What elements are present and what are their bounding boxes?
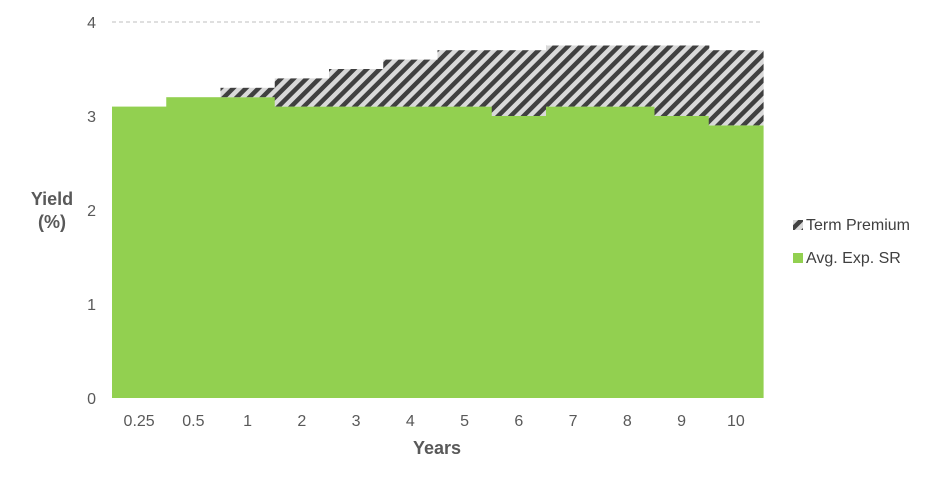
area-segment-term-premium (600, 45, 656, 107)
area-segment-avg-exp-sr (274, 106, 330, 398)
area-segment-term-premium (546, 45, 601, 107)
area-segment-avg-exp-sr (546, 106, 601, 398)
y-tick-label: 3 (87, 109, 96, 126)
x-tick-label: 0.25 (124, 413, 155, 430)
legend-label-term-premium: Term Premium (806, 217, 910, 234)
x-tick-label: 2 (297, 413, 306, 430)
y-axis-title-line-1: Yield (31, 189, 73, 209)
y-axis-ticks: 0 1 2 3 4 (87, 15, 96, 408)
legend-swatch-term-premium (793, 220, 803, 230)
y-tick-label: 4 (87, 15, 96, 32)
area-segment-term-premium (654, 45, 710, 116)
area-segment-avg-exp-sr (329, 106, 384, 398)
area-segment-avg-exp-sr (491, 116, 547, 398)
x-tick-label: 7 (569, 413, 578, 430)
x-tick-label: 3 (352, 413, 361, 430)
area-segment-term-premium (708, 50, 764, 126)
area-segment-avg-exp-sr (383, 106, 439, 398)
x-tick-label: 4 (406, 413, 415, 430)
area-segment-term-premium (491, 50, 547, 117)
plot-area (112, 45, 764, 399)
area-segment-avg-exp-sr (600, 106, 656, 398)
x-tick-label: 10 (727, 413, 745, 430)
area-segment-term-premium (274, 78, 330, 107)
area-segment-avg-exp-sr (437, 106, 493, 398)
area-segment-term-premium (329, 69, 384, 107)
legend: Term Premium Avg. Exp. SR (793, 217, 910, 267)
x-tick-label: 0.5 (182, 413, 204, 430)
x-tick-label: 1 (243, 413, 252, 430)
y-tick-label: 0 (87, 391, 96, 408)
y-axis-title-line-2: (%) (38, 212, 66, 232)
area-segment-term-premium (383, 59, 439, 107)
y-tick-label: 1 (87, 297, 96, 314)
area-segment-avg-exp-sr (112, 106, 167, 398)
legend-label-avg-exp-sr: Avg. Exp. SR (806, 250, 901, 267)
y-tick-label: 2 (87, 203, 96, 220)
x-axis-ticks: 0.25 0.5 1 2 3 4 5 6 7 8 9 10 (124, 413, 745, 430)
area-segment-avg-exp-sr (220, 97, 276, 398)
area-segment-term-premium (220, 87, 276, 98)
x-tick-label: 6 (514, 413, 523, 430)
x-tick-label: 9 (677, 413, 686, 430)
x-tick-label: 8 (623, 413, 632, 430)
area-segment-avg-exp-sr (708, 125, 764, 399)
legend-swatch-avg-exp-sr (793, 253, 803, 263)
x-tick-label: 5 (460, 413, 469, 430)
area-segment-avg-exp-sr (654, 116, 710, 398)
area-segment-term-premium (437, 50, 493, 107)
x-axis-title: Years (413, 438, 461, 458)
area-segment-avg-exp-sr (166, 97, 222, 398)
